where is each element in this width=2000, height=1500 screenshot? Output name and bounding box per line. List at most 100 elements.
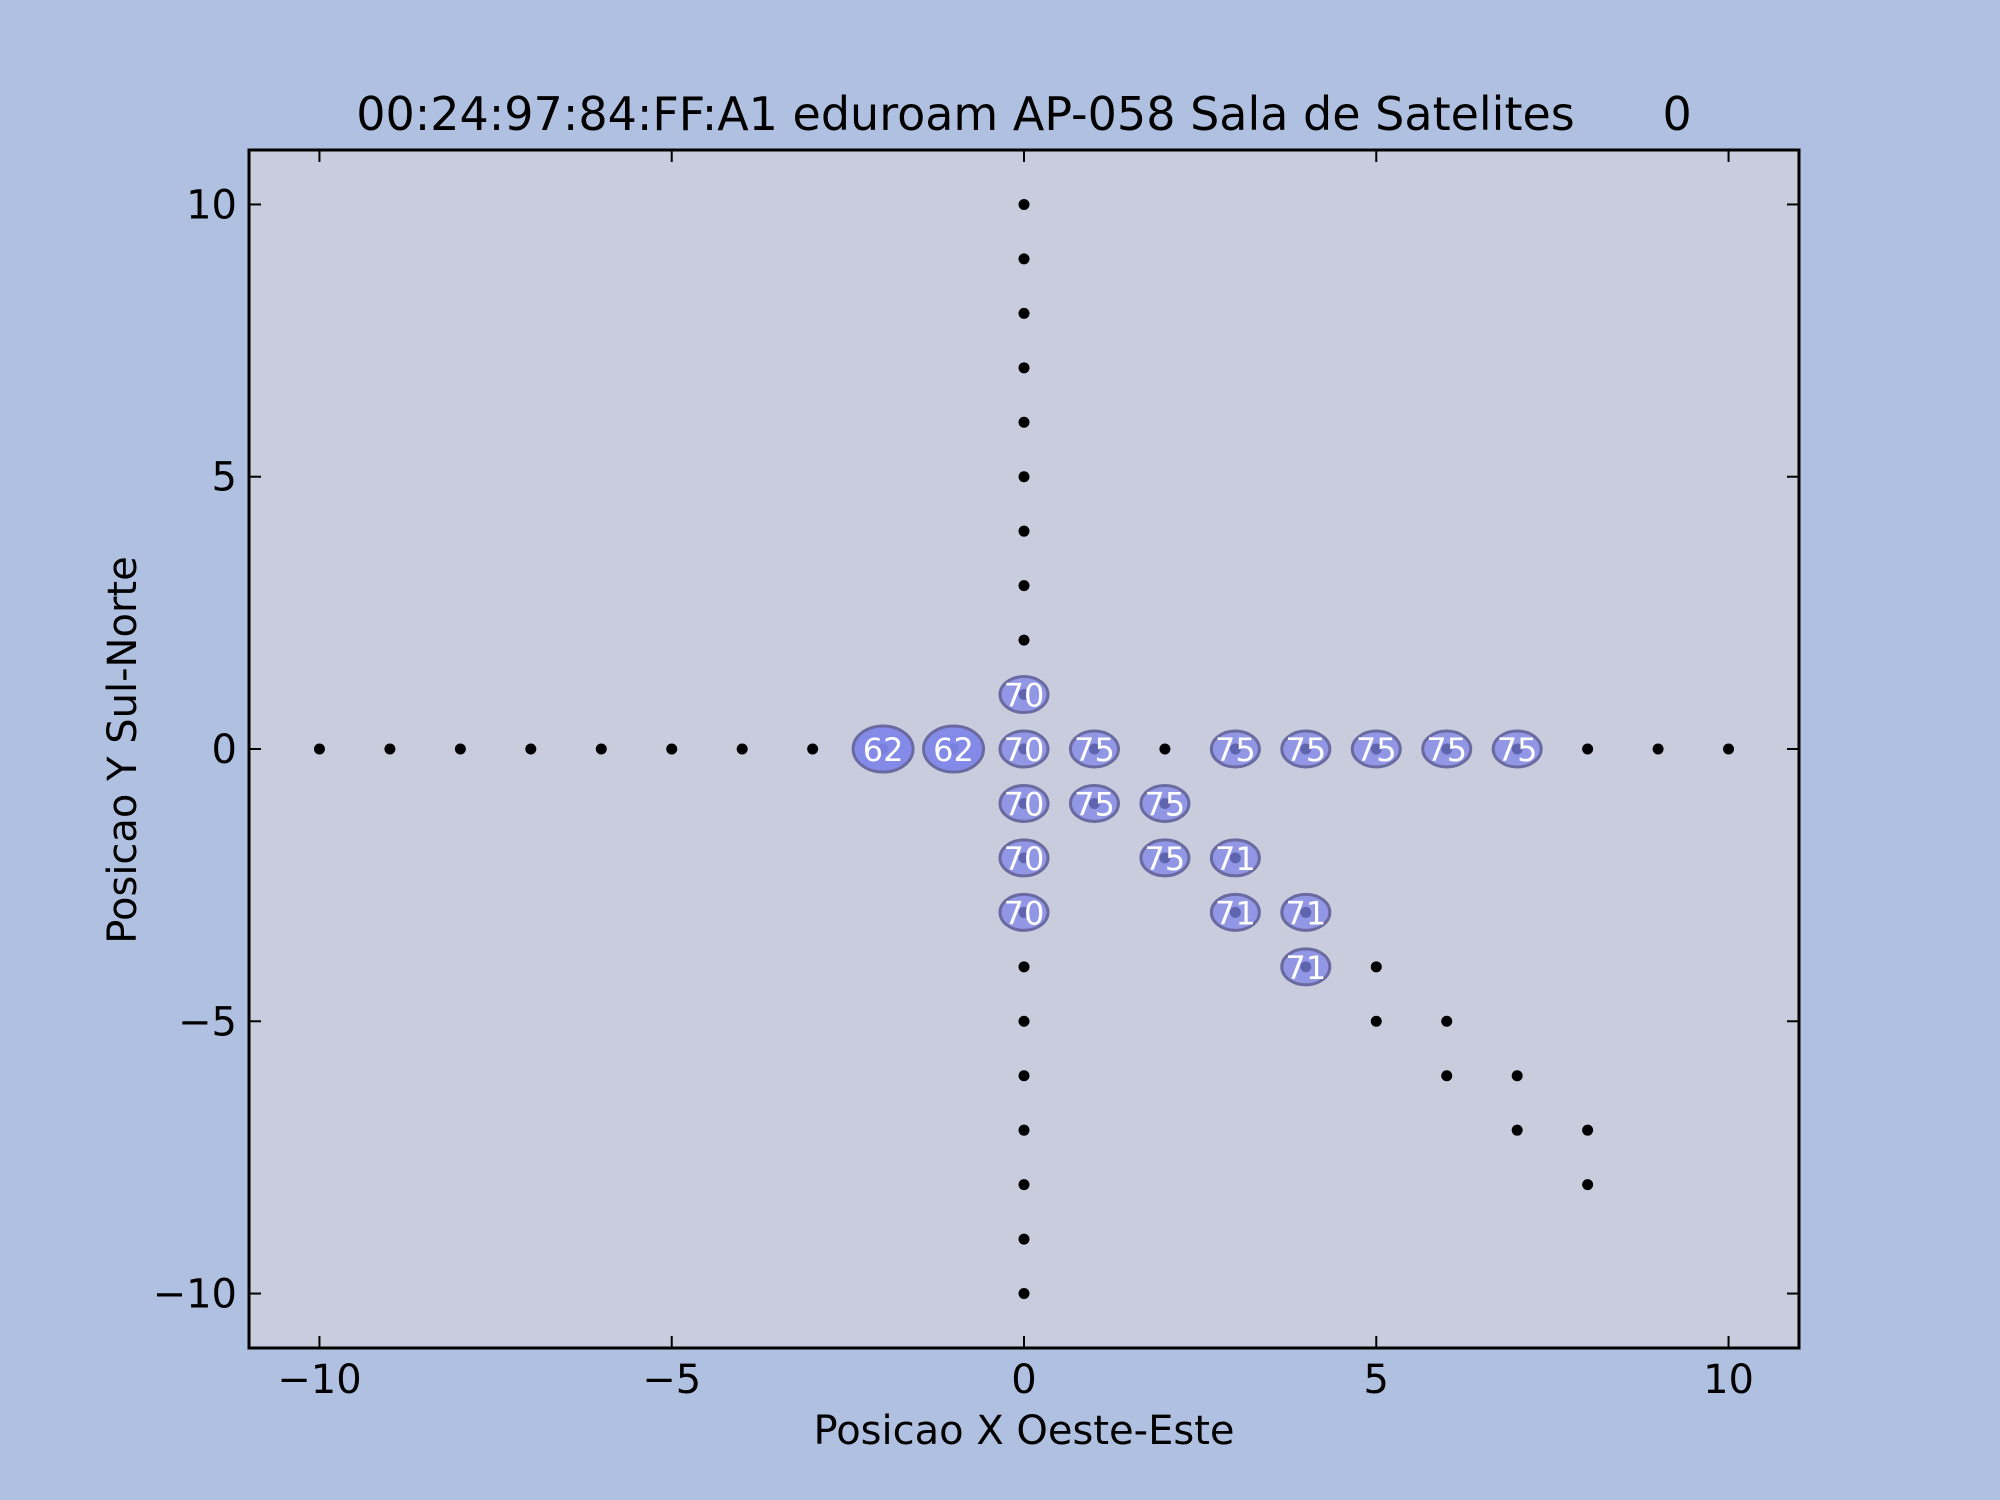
grid-point: [454, 743, 466, 755]
grid-point: [1723, 743, 1735, 755]
measurement-label: 75: [1426, 731, 1467, 769]
measurement-bubble: [1139, 783, 1191, 823]
bubble-shape: [1421, 729, 1473, 769]
grid-point: [1370, 1015, 1382, 1027]
grid-point: [1511, 1070, 1523, 1082]
measurement-label: 75: [1285, 731, 1326, 769]
measurement-bubble: [1209, 838, 1261, 878]
bubble-shape: [922, 724, 986, 774]
bubble-shape: [998, 892, 1050, 932]
y-tick-label: 5: [212, 455, 237, 501]
measurement-label: 75: [1215, 731, 1256, 769]
measurement-label: 70: [1004, 785, 1045, 823]
plot-frame: [247, 148, 1801, 1350]
measurement-bubble: [1068, 783, 1120, 823]
measurement-label: 62: [933, 731, 974, 769]
measurement-label: 75: [1497, 731, 1538, 769]
grid-point: [1159, 743, 1171, 755]
measurement-label: 70: [1004, 840, 1045, 878]
grid-point: [313, 743, 325, 755]
y-axis-label: Posicao Y Sul-Norte: [100, 556, 146, 943]
grid-point: [1018, 1179, 1030, 1191]
y-tick-label: −5: [178, 999, 237, 1045]
bubble-shape: [1209, 838, 1261, 878]
measurement-label: 62: [863, 731, 904, 769]
grid-point: [1018, 1124, 1030, 1136]
grid-point: [666, 743, 678, 755]
measurement-label: 71: [1285, 894, 1326, 932]
y-tick-label: 10: [186, 182, 237, 228]
grid-point: [1018, 416, 1030, 428]
bubble-shape: [998, 838, 1050, 878]
measurement-label: 71: [1215, 894, 1256, 932]
grid-point: [1582, 1124, 1594, 1136]
measurement-bubble: [998, 675, 1050, 715]
measurement-label: 71: [1285, 949, 1326, 987]
bubble-shape: [1068, 783, 1120, 823]
bubble-shape: [1068, 729, 1120, 769]
measurement-label: 71: [1215, 840, 1256, 878]
measurement-bubble: [998, 783, 1050, 823]
x-tick-label: 0: [1011, 1357, 1036, 1403]
tick-marks: [249, 150, 1799, 1348]
measurement-bubble: [1139, 838, 1191, 878]
grid-point: [736, 743, 748, 755]
grid-point: [1018, 362, 1030, 374]
grid-point: [1018, 580, 1030, 592]
bubble-shape: [1280, 892, 1332, 932]
bubble-shape: [1139, 838, 1191, 878]
bubble-shape: [1491, 729, 1543, 769]
y-tick-label: 0: [212, 727, 237, 773]
bubble-shape: [1209, 892, 1261, 932]
bubble-shape: [851, 724, 915, 774]
measurement-label: 75: [1074, 731, 1115, 769]
y-tick-label: −10: [153, 1272, 237, 1318]
measurement-bubble: [1209, 892, 1261, 932]
measurement-bubbles: 62 62 70 70 70 70 70 75 75 75 75 75 75 75 75 75 71 71 71 71: [851, 675, 1543, 987]
grid-point: [1370, 961, 1382, 973]
bubble-shape: [1350, 729, 1402, 769]
grid-point: [1511, 1124, 1523, 1136]
measurement-bubble: [1421, 729, 1473, 769]
measurement-bubble: [1491, 729, 1543, 769]
measurement-label: 70: [1004, 677, 1045, 715]
measurement-bubble: [1280, 947, 1332, 987]
measurement-bubble: [1350, 729, 1402, 769]
measurement-bubble: [1209, 729, 1261, 769]
x-tick-label: 5: [1364, 1357, 1389, 1403]
measurement-bubble: [1280, 729, 1332, 769]
grid-point: [1018, 961, 1030, 973]
grid-point: [1441, 1015, 1453, 1027]
grid-point: [1018, 198, 1030, 210]
measurement-label: 75: [1356, 731, 1397, 769]
grid-point: [1441, 1070, 1453, 1082]
grid-point: [807, 743, 819, 755]
grid-point: [1018, 1288, 1030, 1300]
measurement-label: 75: [1145, 840, 1186, 878]
x-tick-label: −10: [277, 1357, 361, 1403]
grid-point: [1018, 525, 1030, 537]
bubble-shape: [998, 675, 1050, 715]
measurement-bubble: [998, 892, 1050, 932]
tick-labels: −10 −5 0 5 10 −10 −5 0 5 10: [153, 182, 1754, 1403]
measurement-label: 70: [1004, 894, 1045, 932]
grid-point: [1018, 1015, 1030, 1027]
grid-point: [595, 743, 607, 755]
grid-point: [1018, 1070, 1030, 1082]
measurement-bubble: [851, 724, 915, 774]
measurement-label: 75: [1145, 785, 1186, 823]
bubble-shape: [1280, 729, 1332, 769]
grid-point: [1582, 1179, 1594, 1191]
x-axis-label: Posicao X Oeste-Este: [814, 1408, 1235, 1454]
grid-point: [384, 743, 396, 755]
measurement-bubble: [1068, 729, 1120, 769]
x-tick-label: −5: [642, 1357, 701, 1403]
chart-title: 00:24:97:84:FF:A1 eduroam AP-058 Sala de…: [356, 87, 1692, 141]
grid-point: [1018, 253, 1030, 265]
measurement-bubble: [922, 724, 986, 774]
measurement-bubble: [998, 729, 1050, 769]
bubble-shape: [1280, 947, 1332, 987]
measurement-bubble: [998, 838, 1050, 878]
grid-point: [1018, 307, 1030, 319]
